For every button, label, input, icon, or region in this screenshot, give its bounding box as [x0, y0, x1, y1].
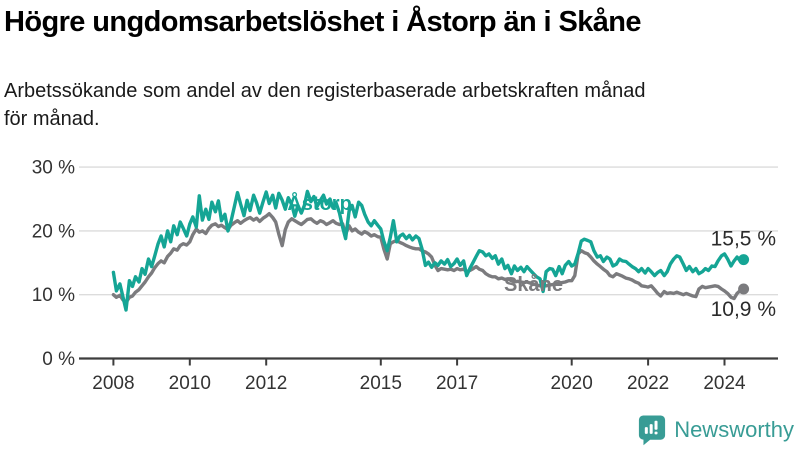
- page-title: Högre ungdomsarbetslöshet i Åstorp än i …: [4, 6, 642, 38]
- astorp-line: [111, 189, 746, 312]
- skane-end-value-label: 10,9 %: [711, 298, 776, 321]
- x-tick-label: 2015: [360, 373, 402, 394]
- skane-series-label: Skåne: [504, 273, 563, 296]
- skane-end-dot: [738, 283, 750, 295]
- x-tick-label: 2022: [627, 373, 669, 394]
- unemployment-line-chart: 0 % 10 % 20 % 30 % 2008 2010 2012 2015 2017 2020 2…: [32, 158, 778, 394]
- speech-bubble-bar-chart-icon: [639, 415, 666, 446]
- astorp-end-value-label: 15,5 %: [711, 228, 776, 251]
- skane-line: [111, 211, 746, 305]
- x-tick-label: 2020: [551, 373, 593, 394]
- x-tick-label: 2024: [703, 373, 746, 394]
- x-tick-label: 2010: [169, 373, 211, 394]
- astorp-series-label: Åstorp: [287, 191, 351, 215]
- y-tick-label: 0 %: [42, 349, 75, 370]
- y-tick-label: 30 %: [32, 158, 75, 179]
- x-tick-label: 2012: [245, 373, 287, 394]
- x-tick-label: 2008: [92, 373, 134, 394]
- y-tick-label: 20 %: [32, 221, 75, 242]
- astorp-end-dot: [738, 254, 750, 266]
- x-tick-label: 2017: [436, 373, 478, 394]
- chart-subtitle: Arbetssökande som andel av den registerb…: [4, 80, 646, 130]
- newsworthy-logo-text: Newsworthy: [674, 417, 794, 442]
- y-tick-label: 10 %: [32, 285, 75, 306]
- newsworthy-logo: Newsworthy: [637, 414, 794, 446]
